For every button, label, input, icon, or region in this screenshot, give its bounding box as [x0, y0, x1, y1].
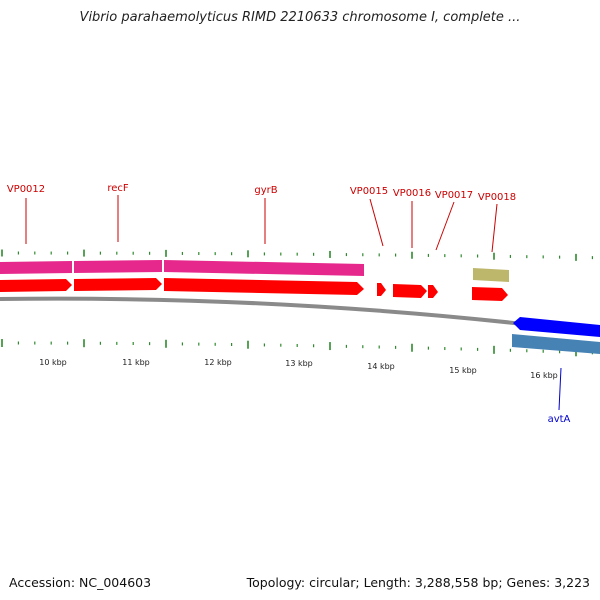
gene-label-gyrb[interactable]: gyrB	[254, 185, 277, 196]
cds-arrow[interactable]	[393, 284, 427, 298]
scale-label: 12 kbp	[204, 358, 232, 367]
cds-arrow[interactable]	[513, 317, 600, 337]
gene-label-vp0015[interactable]: VP0015	[350, 186, 388, 197]
scale-label: 15 kbp	[449, 366, 477, 375]
gene-feature[interactable]	[164, 260, 364, 276]
genome-backbone	[0, 296, 600, 335]
gene-feature[interactable]	[512, 334, 600, 354]
gene-label-vp0016[interactable]: VP0016	[393, 188, 431, 199]
scale-labels: 10 kbp 11 kbp 12 kbp 13 kbp 14 kbp 15 kb…	[39, 358, 558, 380]
gene-feature[interactable]	[0, 261, 72, 274]
scale-label: 14 kbp	[367, 362, 395, 371]
cds-arrow[interactable]	[472, 287, 508, 301]
inner-tick-ring	[1, 339, 594, 357]
gene-label-vp0012[interactable]: VP0012	[7, 184, 45, 195]
forward-cds-track	[0, 278, 508, 301]
outer-tick-ring	[1, 249, 594, 261]
genome-summary-text: Topology: circular; Length: 3,288,558 bp…	[246, 575, 590, 590]
reverse-gene-track	[512, 334, 600, 354]
label-leaders	[25, 195, 562, 411]
misc-feature[interactable]	[473, 268, 509, 282]
scale-label: 11 kbp	[122, 358, 150, 367]
gene-label-vp0018[interactable]: VP0018	[478, 192, 516, 203]
cds-arrow[interactable]	[428, 285, 438, 298]
map-title: Vibrio parahaemolyticus RIMD 2210633 chr…	[79, 10, 521, 25]
gene-label-recf[interactable]: recF	[107, 183, 129, 194]
scale-label: 13 kbp	[285, 359, 313, 368]
gene-label-vp0017[interactable]: VP0017	[435, 190, 473, 201]
gene-label-avta[interactable]: avtA	[548, 414, 571, 425]
cds-arrow[interactable]	[74, 278, 162, 291]
cds-arrow[interactable]	[377, 283, 386, 296]
forward-gene-track	[0, 260, 509, 282]
reverse-cds-track	[513, 317, 600, 337]
scale-label: 10 kbp	[39, 358, 67, 367]
scale-label: 16 kbp	[530, 371, 558, 380]
cds-arrow[interactable]	[0, 279, 72, 292]
gene-feature[interactable]	[74, 260, 162, 273]
accession-text: Accession: NC_004603	[9, 575, 152, 590]
cds-arrow[interactable]	[164, 278, 364, 295]
gene-labels: VP0012 recF gyrB VP0015 VP0016 VP0017 VP…	[7, 183, 571, 425]
